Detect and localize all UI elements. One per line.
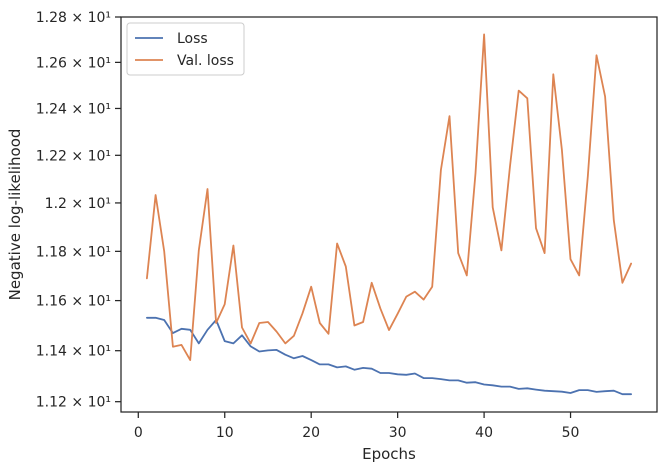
series-line-0 — [145, 316, 632, 396]
y-tick-label: 1.22 × 10¹ — [36, 148, 111, 164]
y-tick-label: 1.16 × 10¹ — [36, 294, 111, 310]
x-tick-label: 0 — [134, 425, 143, 441]
y-axis: 1.12 × 10¹ 1.14 × 10¹ 1.16 × 10¹ 1.18 × 10¹… — [36, 10, 121, 411]
axes-frame — [120, 16, 658, 413]
series-layer — [145, 33, 632, 396]
legend-label-0: Loss — [177, 31, 208, 47]
y-tick-label: 1.2 × 10¹ — [45, 196, 111, 212]
legend-frame — [126, 22, 245, 76]
x-tick-label: 50 — [562, 425, 580, 441]
y-tick-label: 1.28 × 10¹ — [36, 10, 111, 26]
y-tick-label: 1.14 × 10¹ — [36, 344, 111, 360]
x-tick-label: 10 — [216, 425, 234, 441]
series-line-1 — [145, 33, 632, 362]
legend-label-1: Val. loss — [177, 53, 234, 69]
y-tick-label: 1.12 × 10¹ — [36, 395, 111, 411]
y-tick-label: 1.26 × 10¹ — [36, 55, 111, 71]
x-tick-label: 30 — [389, 425, 407, 441]
legend: Loss Val. loss — [126, 22, 245, 76]
x-axis-label: Epochs — [362, 445, 416, 463]
y-tick-label: 1.18 × 10¹ — [36, 244, 111, 260]
y-tick-label: 1.24 × 10¹ — [36, 101, 111, 117]
x-tick-label: 40 — [475, 425, 493, 441]
x-axis: 0 10 20 30 40 50 — [134, 412, 580, 441]
y-axis-label: Negative log-likelihood — [6, 129, 24, 301]
x-tick-label: 20 — [302, 425, 320, 441]
